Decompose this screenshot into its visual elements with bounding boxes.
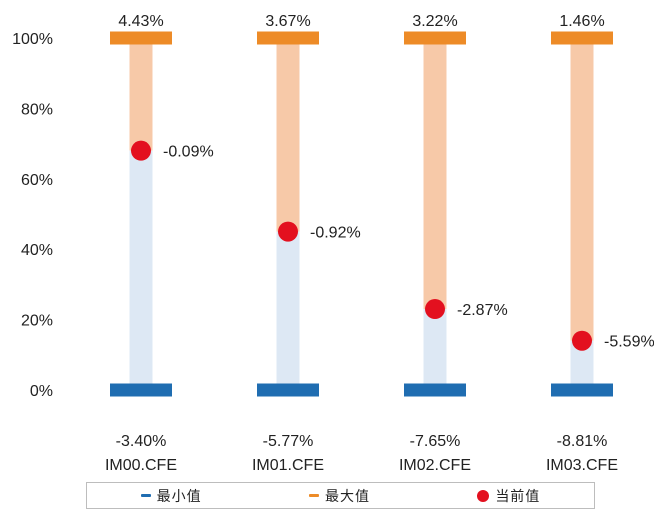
plot-area: 4.43% -0.09% -3.40% IM00.CFE 3.67% -0.92% -5.7… — [105, 13, 654, 474]
range-lower-fill — [129, 150, 153, 390]
legend-item-current: 当前值 — [477, 486, 540, 506]
y-tick-label: 80% — [21, 101, 53, 118]
current-value-label: -2.87% — [457, 302, 508, 319]
max-value-label: 1.46% — [559, 13, 604, 30]
y-tick-label: 60% — [21, 172, 53, 189]
y-tick-label: 20% — [21, 313, 53, 330]
legend-current-swatch-icon — [477, 489, 490, 502]
legend-max-swatch-icon — [308, 494, 319, 497]
range-lower-fill — [423, 309, 447, 390]
current-value-dot — [425, 299, 445, 320]
min-value-label: -8.81% — [557, 433, 608, 450]
min-value-label: -3.40% — [116, 433, 167, 450]
legend-current-label: 当前值 — [495, 487, 541, 504]
legend-item-max: 最大值 — [308, 486, 370, 506]
current-value-dot — [278, 221, 298, 242]
min-marker — [257, 383, 319, 397]
max-value-label: 3.22% — [412, 13, 457, 30]
current-value-label: -0.09% — [163, 144, 214, 161]
current-value-dot — [131, 140, 151, 161]
legend-max-label: 最大值 — [324, 487, 370, 504]
range-lower-fill — [276, 231, 300, 390]
range-upper-fill — [129, 38, 153, 151]
category-label: IM03.CFE — [546, 457, 618, 474]
max-value-label: 3.67% — [265, 13, 310, 30]
range-upper-fill — [276, 38, 300, 232]
y-axis: 0% 20% 40% 60% 80% 100% — [12, 31, 53, 400]
range-upper-fill — [570, 38, 594, 341]
range-upper-fill — [423, 38, 447, 310]
max-marker — [110, 31, 172, 45]
min-marker — [404, 383, 466, 397]
category-label: IM02.CFE — [399, 457, 471, 474]
legend-item-min: 最小值 — [140, 486, 202, 506]
current-value-dot — [572, 330, 592, 351]
y-tick-label: 0% — [30, 383, 53, 400]
max-marker — [257, 31, 319, 45]
current-value-label: -0.92% — [310, 225, 361, 242]
max-marker — [551, 31, 613, 45]
min-value-label: -7.65% — [410, 433, 461, 450]
max-marker — [404, 31, 466, 45]
min-value-label: -5.77% — [263, 433, 314, 450]
current-value-label: -5.59% — [604, 334, 654, 351]
min-marker — [551, 383, 613, 397]
legend-min-label: 最小值 — [156, 487, 202, 504]
category-label: IM00.CFE — [105, 457, 177, 474]
y-tick-label: 100% — [12, 31, 53, 48]
range-lower-fill — [570, 340, 594, 390]
y-tick-label: 40% — [21, 242, 53, 259]
max-value-label: 4.43% — [118, 13, 163, 30]
min-marker — [110, 383, 172, 397]
legend-min-swatch-icon — [140, 494, 151, 497]
legend: 最小值 最大值 当前值 — [86, 482, 595, 509]
category-label: IM01.CFE — [252, 457, 324, 474]
